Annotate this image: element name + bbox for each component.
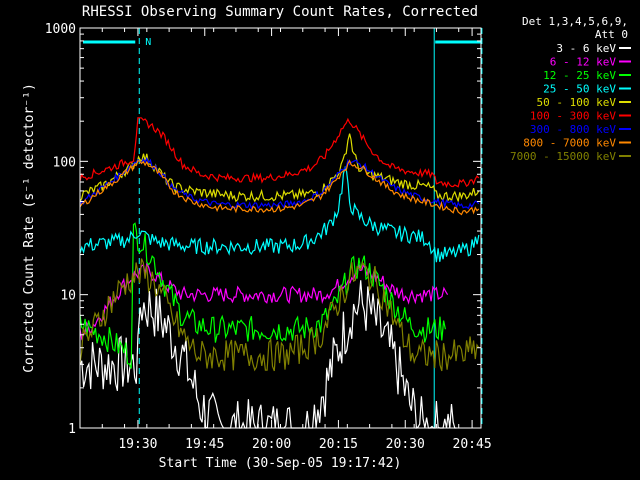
legend-label: 7000 - 15000 keV	[510, 150, 616, 163]
legend-label: 800 - 7000 keV	[523, 137, 616, 150]
series-lines	[79, 117, 480, 430]
x-tick-label: 19:30	[118, 437, 157, 452]
series-line	[79, 156, 480, 210]
x-tick-label: 20:00	[252, 437, 291, 452]
detector-info: Det 1,3,4,5,6,9,	[522, 15, 628, 28]
chart-title: RHESSI Observing Summary Count Rates, Co…	[82, 4, 478, 20]
series-line	[79, 117, 480, 189]
x-tick-label: 20:45	[453, 437, 492, 452]
flag-label: N	[145, 37, 151, 48]
legend-label: 6 - 12 keV	[550, 56, 617, 69]
legend-label: 50 - 100 keV	[537, 96, 617, 109]
legend-label: 12 - 25 keV	[543, 69, 616, 82]
flag-markers: N	[83, 37, 481, 48]
legend-label: 300 - 800 keV	[530, 123, 616, 136]
detector-info: Att 0	[595, 28, 628, 41]
x-tick-label: 20:30	[386, 437, 425, 452]
series-line	[79, 159, 480, 216]
legend-label: 100 - 300 keV	[530, 110, 616, 123]
y-tick-label: 100	[53, 155, 76, 170]
series-line	[79, 258, 480, 372]
legend-label: 3 - 6 keV	[556, 42, 616, 55]
series-line	[79, 133, 480, 204]
series-line	[79, 222, 446, 369]
y-axis-label: Corrected Count Rate (s⁻¹ detector⁻¹)	[22, 83, 37, 373]
y-tick-label: 1000	[45, 22, 76, 37]
series-line	[79, 280, 457, 430]
x-axis: 19:30 19:45 20:00 20:15 20:30 20:45	[79, 28, 492, 452]
y-axis: 1 10 100 1000	[45, 22, 481, 437]
legend-label: 25 - 50 keV	[543, 83, 616, 96]
x-tick-label: 19:45	[185, 437, 224, 452]
x-tick-label: 20:15	[319, 437, 358, 452]
y-tick-label: 10	[60, 289, 76, 304]
series-line	[79, 165, 480, 263]
x-axis-label: Start Time (30-Sep-05 19:17:42)	[159, 456, 402, 471]
y-tick-label: 1	[68, 422, 76, 437]
